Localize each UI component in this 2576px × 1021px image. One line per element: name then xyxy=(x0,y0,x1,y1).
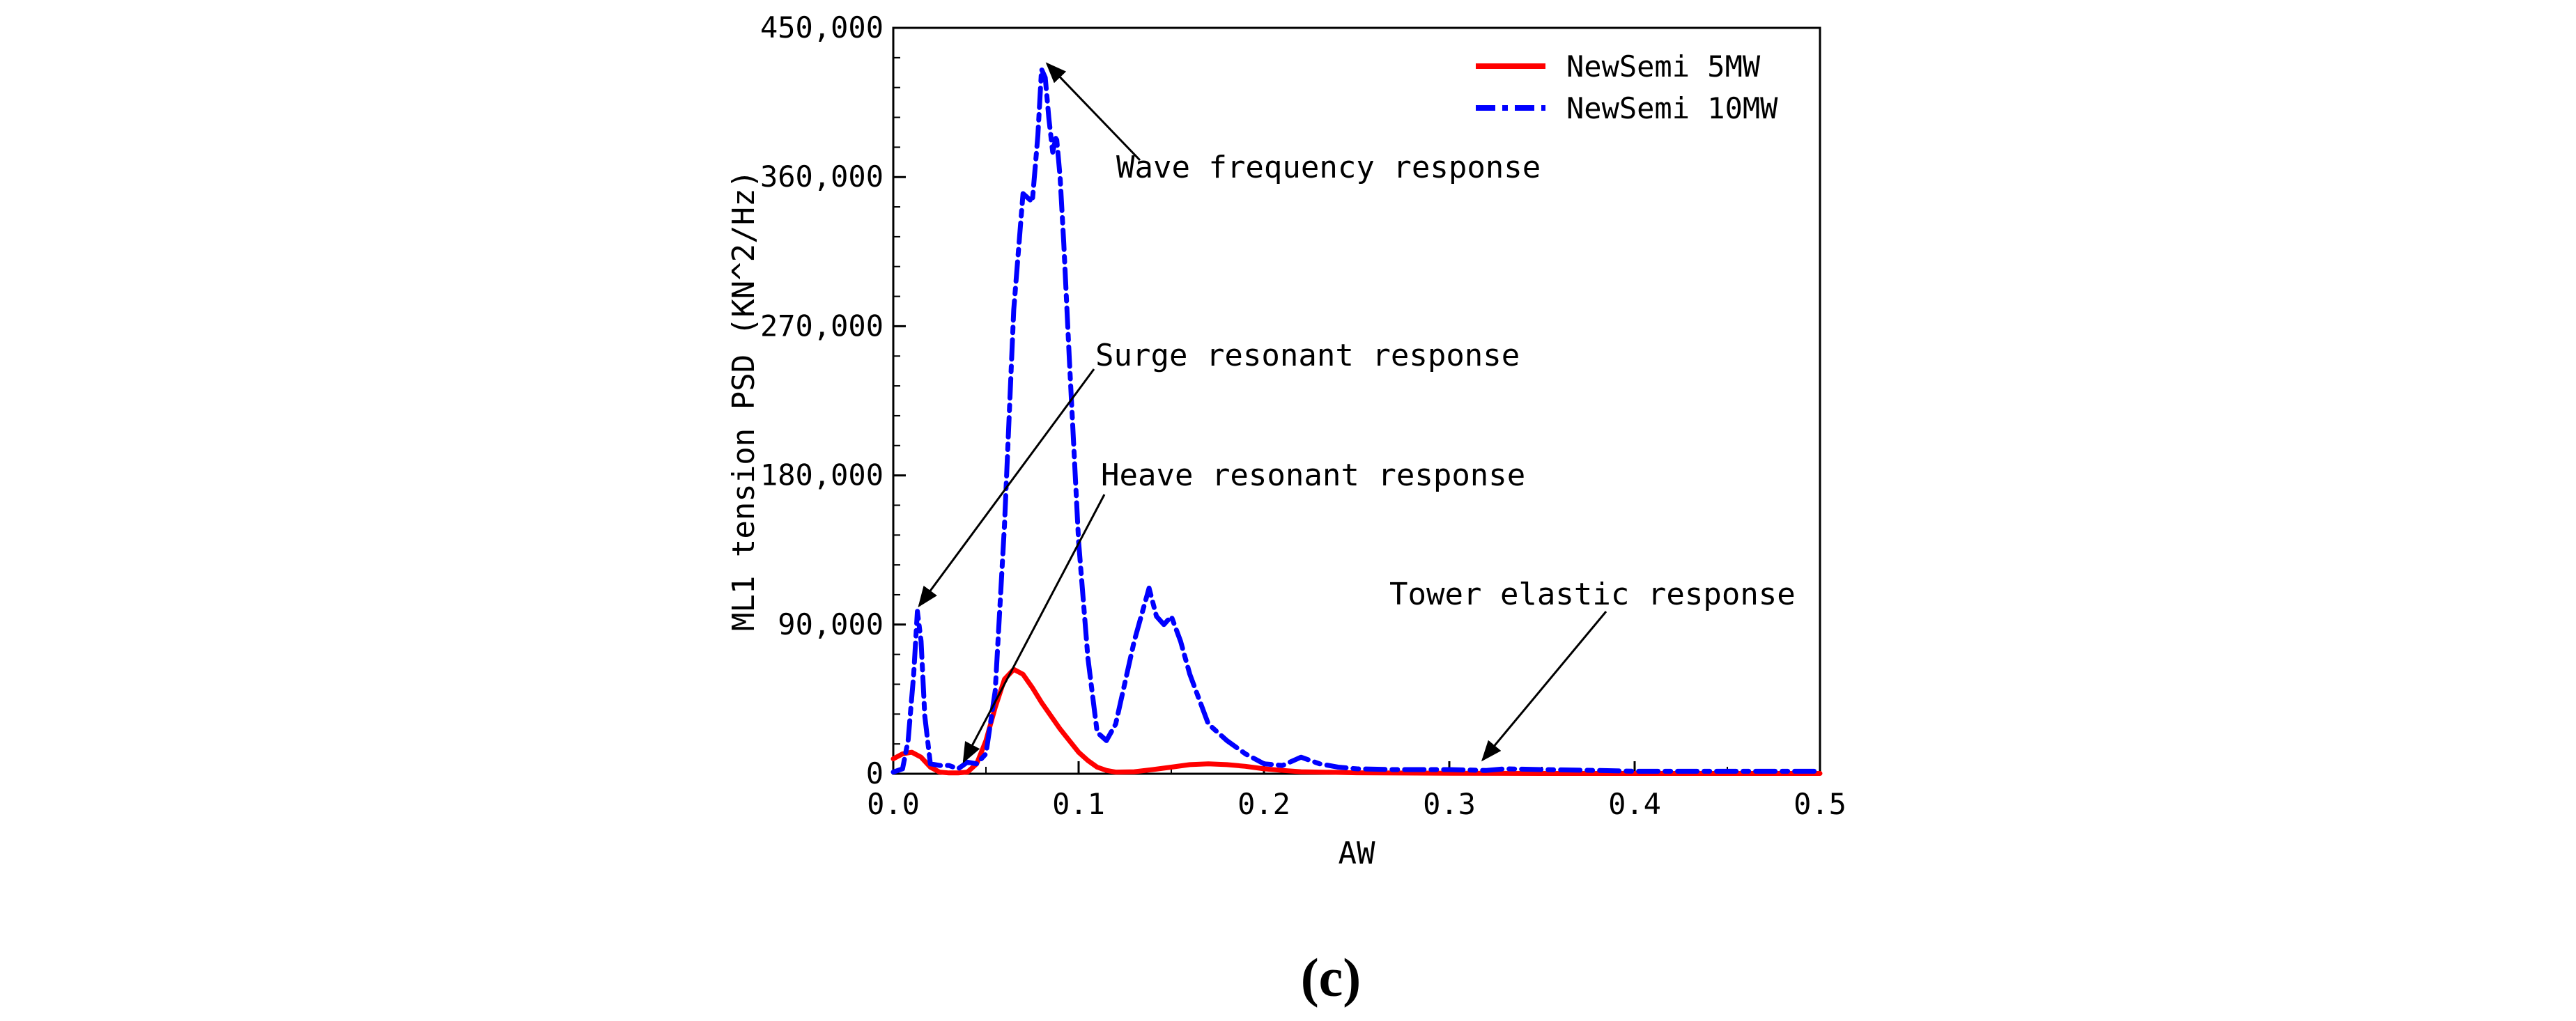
annotation-arrow xyxy=(918,368,1095,608)
x-tick-label: 0.4 xyxy=(1608,787,1661,821)
plot-frame xyxy=(892,26,1821,775)
x-tick-label: 0.2 xyxy=(1237,787,1290,821)
y-tick-label: 0 xyxy=(866,756,884,790)
y-axis-title: ML1 tension PSD (KN^2/Hz) xyxy=(726,170,762,631)
annotation-label: Heave resonant response xyxy=(1101,458,1525,493)
x-tick-label: 0.5 xyxy=(1794,787,1846,821)
annotation-label: Surge resonant response xyxy=(1095,338,1520,373)
y-tick-label: 270,000 xyxy=(760,309,884,343)
y-tick-label: 450,000 xyxy=(760,10,884,45)
legend-label-5mw: NewSemi 5MW xyxy=(1566,49,1761,84)
series-line-5mw xyxy=(890,667,1823,776)
series-line-10mw xyxy=(890,67,1823,775)
annotation-label: Wave frequency response xyxy=(1116,150,1541,185)
annotation-arrow xyxy=(962,494,1106,764)
legend: NewSemi 5MW NewSemi 10MW xyxy=(1476,49,1778,125)
series-layer xyxy=(890,67,1823,776)
figure-caption: (c) xyxy=(1301,947,1362,1008)
y-tick-label: 180,000 xyxy=(760,458,884,492)
x-tick-label: 0.1 xyxy=(1052,787,1105,821)
legend-label-10mw: NewSemi 10MW xyxy=(1566,91,1778,125)
annotation-label: Tower elastic response xyxy=(1389,577,1796,612)
annotation-arrow xyxy=(1045,62,1141,162)
y-axis-ticks: 0 90,000 180,000 270,000 360,000 450,000 xyxy=(760,10,906,790)
y-tick-label: 90,000 xyxy=(778,607,884,641)
annotations-layer: Wave frequency response Surge resonant re… xyxy=(918,62,1796,764)
x-tick-label: 0.3 xyxy=(1423,787,1476,821)
x-axis-ticks: 0.0 0.1 0.2 0.3 0.4 0.5 xyxy=(867,761,1846,821)
x-axis-title: AW xyxy=(1339,836,1375,871)
x-tick-label: 0.0 xyxy=(867,787,920,821)
annotation-arrow xyxy=(1481,611,1607,762)
y-tick-label: 360,000 xyxy=(760,159,884,194)
